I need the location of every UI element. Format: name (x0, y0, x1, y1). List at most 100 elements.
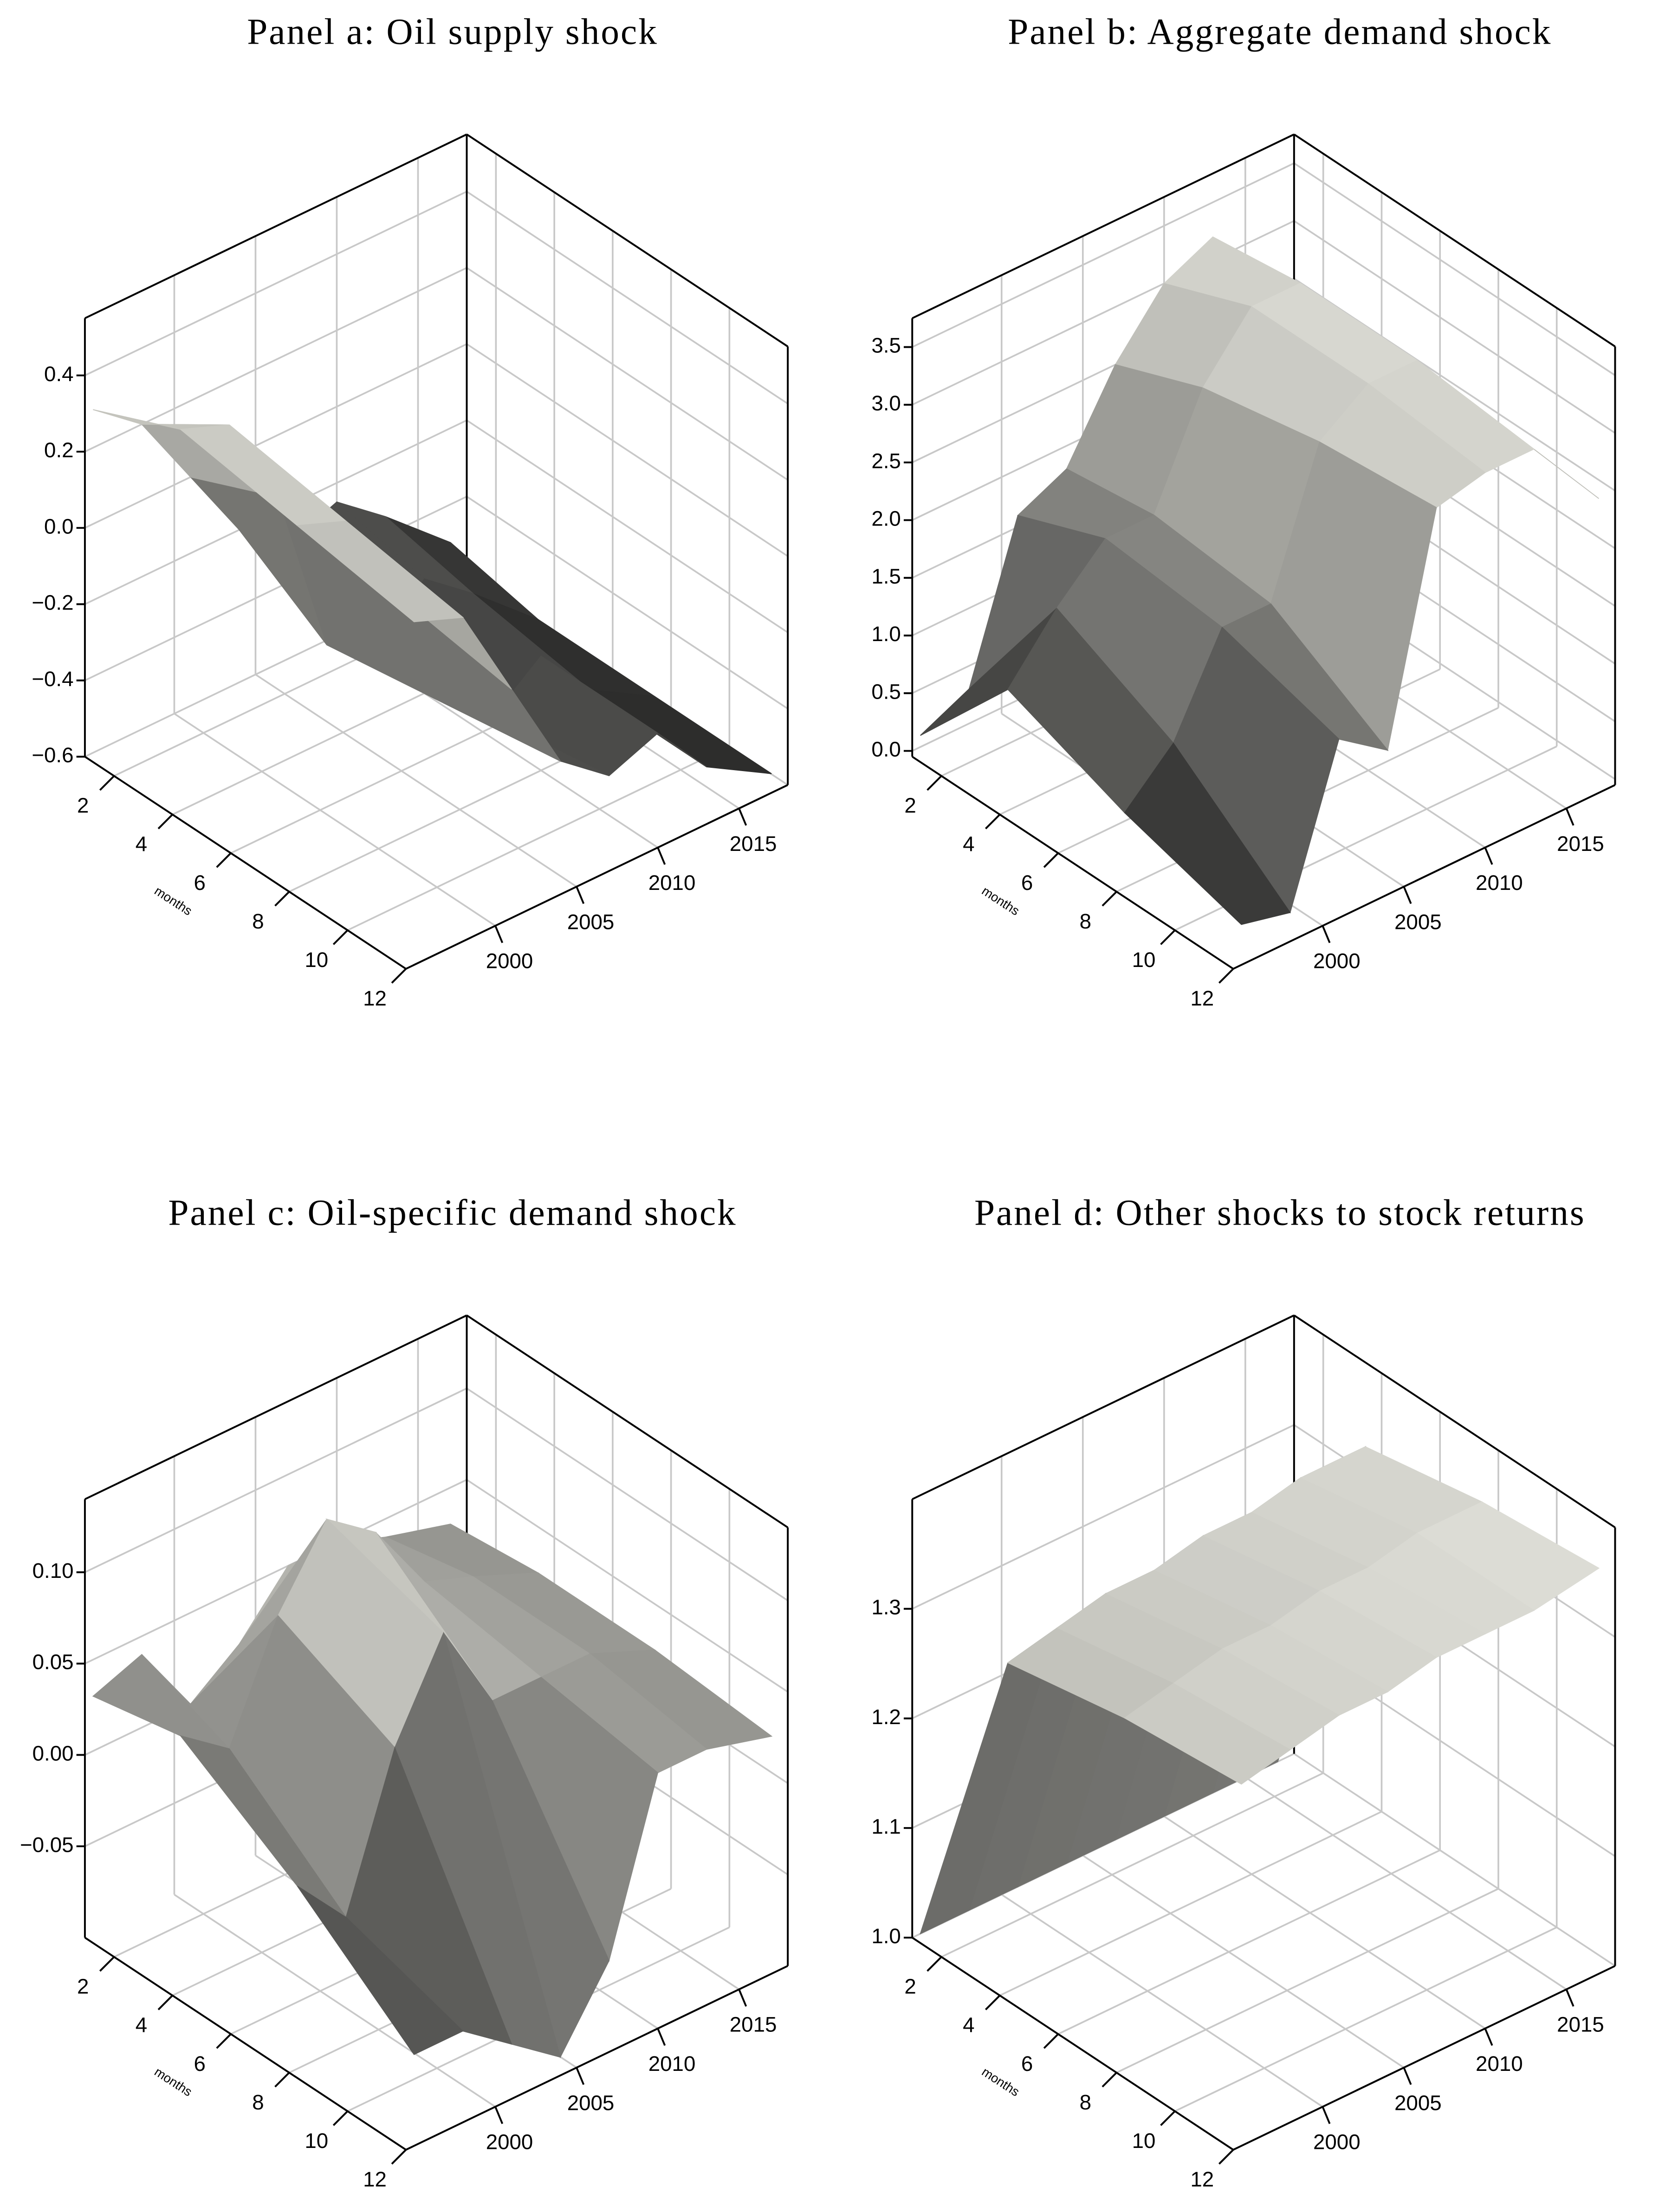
tick-mark (1218, 2149, 1234, 2165)
grid-line (466, 1388, 789, 1602)
box-edge (912, 133, 1295, 319)
month-tick-label: 10 (305, 948, 328, 972)
z-tick-label: 0.0 (871, 738, 901, 761)
z-tick-label: 0.10 (32, 1559, 74, 1583)
year-tick-label: 2005 (567, 910, 615, 934)
grid-line (1057, 1849, 1440, 2035)
grid-line (941, 1772, 1324, 1958)
month-tick-label: 8 (1080, 2090, 1091, 2114)
grid-line (84, 343, 467, 529)
tick-mark (1160, 2110, 1176, 2126)
tick-mark (391, 2149, 407, 2165)
box-edge (466, 133, 789, 348)
year-tick-label: 2005 (567, 2091, 615, 2115)
box-edge (912, 1937, 1234, 2151)
tick-mark (1218, 968, 1234, 984)
tick-mark (1102, 2072, 1117, 2088)
month-tick-label: 8 (1080, 909, 1091, 933)
z-tick-label: −0.05 (20, 1833, 74, 1856)
panel: Panel d: Other shocks to stock returns 1.… (871, 1192, 1616, 2191)
grid-line (466, 496, 789, 710)
panel: Panel b: Aggregate demand shock 0.0 0.5 1.0… (871, 11, 1616, 1010)
grid-line (84, 1388, 467, 1573)
tick-mark (494, 2106, 504, 2124)
panel-title: Panel c: Oil-specific demand shock (168, 1192, 737, 1233)
z-tick-label: 1.2 (871, 1705, 901, 1729)
grid-line (1174, 1927, 1557, 2112)
tick-mark (927, 775, 942, 791)
axis-label: months (979, 883, 1022, 918)
tick-mark (1565, 1989, 1575, 2007)
tick-mark (1043, 852, 1059, 868)
tick-mark (1484, 2028, 1493, 2046)
box-edge (1293, 133, 1616, 348)
tick-mark (985, 814, 1001, 830)
year-tick-label: 2000 (1313, 949, 1361, 973)
year-tick-label: 2000 (486, 949, 533, 973)
year-tick-label: 2005 (1394, 2091, 1442, 2115)
month-tick-label: 12 (1190, 986, 1214, 1010)
z-tick-label: 2.5 (871, 449, 901, 473)
month-tick-label: 12 (363, 2167, 387, 2191)
month-tick-label: 6 (1021, 871, 1033, 895)
box-edge (84, 756, 407, 970)
panel: Panel a: Oil supply shock −0.6 −0.4 −0.2 0.0… (32, 11, 789, 1010)
tick-mark (274, 2072, 290, 2088)
box-edge (1293, 1314, 1616, 1529)
box-edge (84, 133, 467, 319)
year-tick-label: 2000 (486, 2130, 533, 2154)
tick-mark (1160, 929, 1176, 945)
tick-mark (1102, 891, 1117, 907)
month-tick-label: 6 (1021, 2052, 1033, 2076)
axis-label: months (152, 883, 194, 918)
panel-title: Panel d: Other shocks to stock returns (974, 1192, 1586, 1233)
grid-line (1244, 1776, 1567, 1990)
month-tick-label: 2 (77, 794, 89, 817)
month-tick-label: 2 (77, 1975, 89, 1998)
grid-line (999, 1810, 1382, 1997)
grid-line (255, 674, 577, 888)
month-tick-label: 6 (194, 871, 206, 895)
month-tick-label: 10 (305, 2129, 328, 2153)
grid-line (912, 162, 1295, 348)
tick-mark (1484, 847, 1493, 865)
month-tick-label: 8 (252, 2090, 264, 2114)
grid-line (1163, 1816, 1486, 2030)
z-tick-label: 0.4 (44, 362, 74, 386)
year-tick-label: 2015 (1557, 2013, 1604, 2037)
tick-mark (99, 1956, 115, 1972)
z-tick-label: −0.4 (32, 667, 73, 691)
month-tick-label: 4 (963, 2013, 974, 2037)
box-edge (1232, 1965, 1616, 2151)
surface-patch (1124, 742, 1291, 925)
grid-line (912, 1424, 1295, 1610)
month-tick-label: 4 (136, 832, 147, 856)
year-tick-label: 2000 (1313, 2130, 1361, 2154)
month-tick-label: 8 (252, 909, 264, 933)
grid-line (84, 1479, 467, 1665)
month-tick-label: 12 (363, 986, 387, 1010)
axis-label: months (152, 2064, 194, 2099)
year-tick-label: 2015 (1557, 832, 1604, 856)
grid-line (1082, 1855, 1405, 2069)
panel: Panel c: Oil-specific demand shock −0.05 0… (20, 1192, 789, 2191)
tick-mark (391, 968, 407, 984)
z-tick-label: 1.3 (871, 1596, 901, 1619)
z-tick-label: −0.2 (32, 591, 73, 615)
tick-mark (1403, 2067, 1412, 2085)
month-tick-label: 6 (194, 2052, 206, 2076)
month-tick-label: 2 (904, 1975, 916, 1998)
tick-mark (332, 2110, 349, 2126)
year-tick-label: 2010 (648, 2052, 696, 2076)
box-edge (84, 1937, 407, 2151)
year-tick-label: 2015 (730, 2013, 777, 2037)
tick-mark (927, 1956, 942, 1972)
tick-mark (1403, 886, 1412, 904)
tick-mark (1565, 808, 1575, 826)
grid-line (466, 419, 789, 633)
grid-line (466, 1479, 789, 1693)
grid-line (1116, 1888, 1499, 2074)
z-tick-label: 1.0 (871, 1924, 901, 1948)
box-edge (912, 1314, 1295, 1500)
